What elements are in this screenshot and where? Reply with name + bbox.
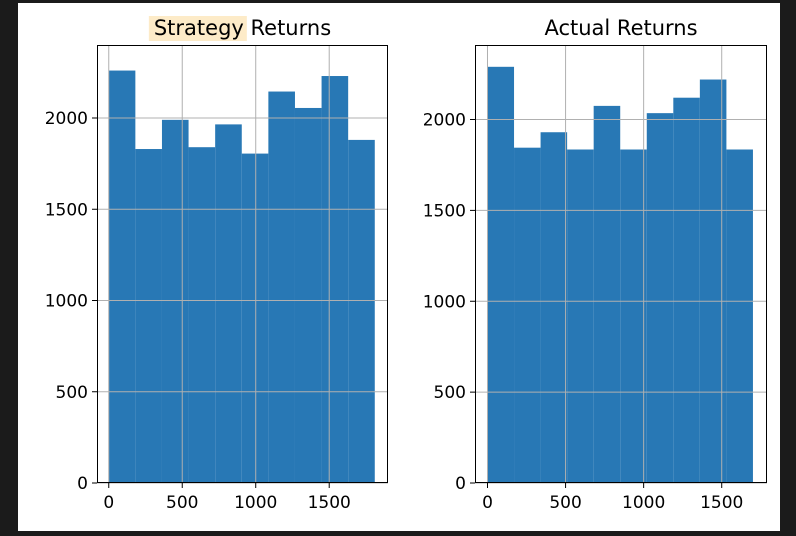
x-tick-label: 1000 xyxy=(622,493,665,513)
axes-frame xyxy=(475,45,767,483)
histogram-panel-actual: 0 500 1000 1500 0 500 1000 1500 2000 Actual Retur… xyxy=(423,16,767,513)
y-tick-label: 2000 xyxy=(45,109,88,129)
chart-title-highlighted-word: Strategy xyxy=(154,16,244,40)
x-tick-label: 0 xyxy=(482,493,493,513)
chart-title: Strategy Returns xyxy=(154,16,331,40)
y-tick-label: 1000 xyxy=(423,292,466,312)
y-tick-label: 1500 xyxy=(45,200,88,220)
histogram-bar xyxy=(188,147,216,483)
histogram-bar xyxy=(540,132,568,483)
histogram-bar xyxy=(567,149,594,483)
y-tick-label: 500 xyxy=(434,383,466,403)
histogram-bar xyxy=(135,149,162,483)
histogram-bar xyxy=(673,97,700,484)
histogram-bar xyxy=(726,149,753,483)
x-tick-label: 500 xyxy=(166,493,198,513)
histogram-bar xyxy=(161,119,189,483)
y-tick-label: 0 xyxy=(455,474,466,494)
y-tick-label: 1500 xyxy=(423,201,466,221)
chart-title: Actual Returns xyxy=(544,16,697,40)
x-tick-label: 1000 xyxy=(234,493,277,513)
histogram-bar xyxy=(487,66,515,483)
histogram-bar xyxy=(646,113,674,483)
title-highlight xyxy=(148,16,247,41)
x-tick-label: 0 xyxy=(103,493,114,513)
histogram-bar xyxy=(321,76,349,484)
histogram-bar xyxy=(620,149,647,483)
y-tick-label: 500 xyxy=(56,383,88,403)
histogram-bar xyxy=(514,147,541,484)
histogram-bar xyxy=(593,105,621,483)
y-tick-label: 2000 xyxy=(423,111,466,131)
histogram-bar xyxy=(294,107,322,484)
x-tick-label: 1500 xyxy=(700,493,743,513)
histogram-bar xyxy=(348,139,375,483)
axes-frame xyxy=(97,45,388,483)
x-tick-label: 1500 xyxy=(308,493,351,513)
histogram-bar xyxy=(699,79,727,483)
y-tick-label: 0 xyxy=(77,474,88,494)
x-tick-label: 500 xyxy=(549,493,581,513)
grid-lines xyxy=(475,45,767,484)
bars xyxy=(108,70,375,484)
histogram-panel-strategy: 0 500 1000 1500 0 500 1000 1500 2000 Strategy Ret… xyxy=(45,16,388,513)
histogram-bar xyxy=(268,91,295,483)
y-tick-label: 1000 xyxy=(45,292,88,312)
histogram-bar xyxy=(215,124,242,483)
histogram-bar xyxy=(108,70,136,484)
chart-title-rest: Returns xyxy=(244,16,331,40)
histogram-bar xyxy=(241,153,269,483)
bars xyxy=(487,66,753,484)
